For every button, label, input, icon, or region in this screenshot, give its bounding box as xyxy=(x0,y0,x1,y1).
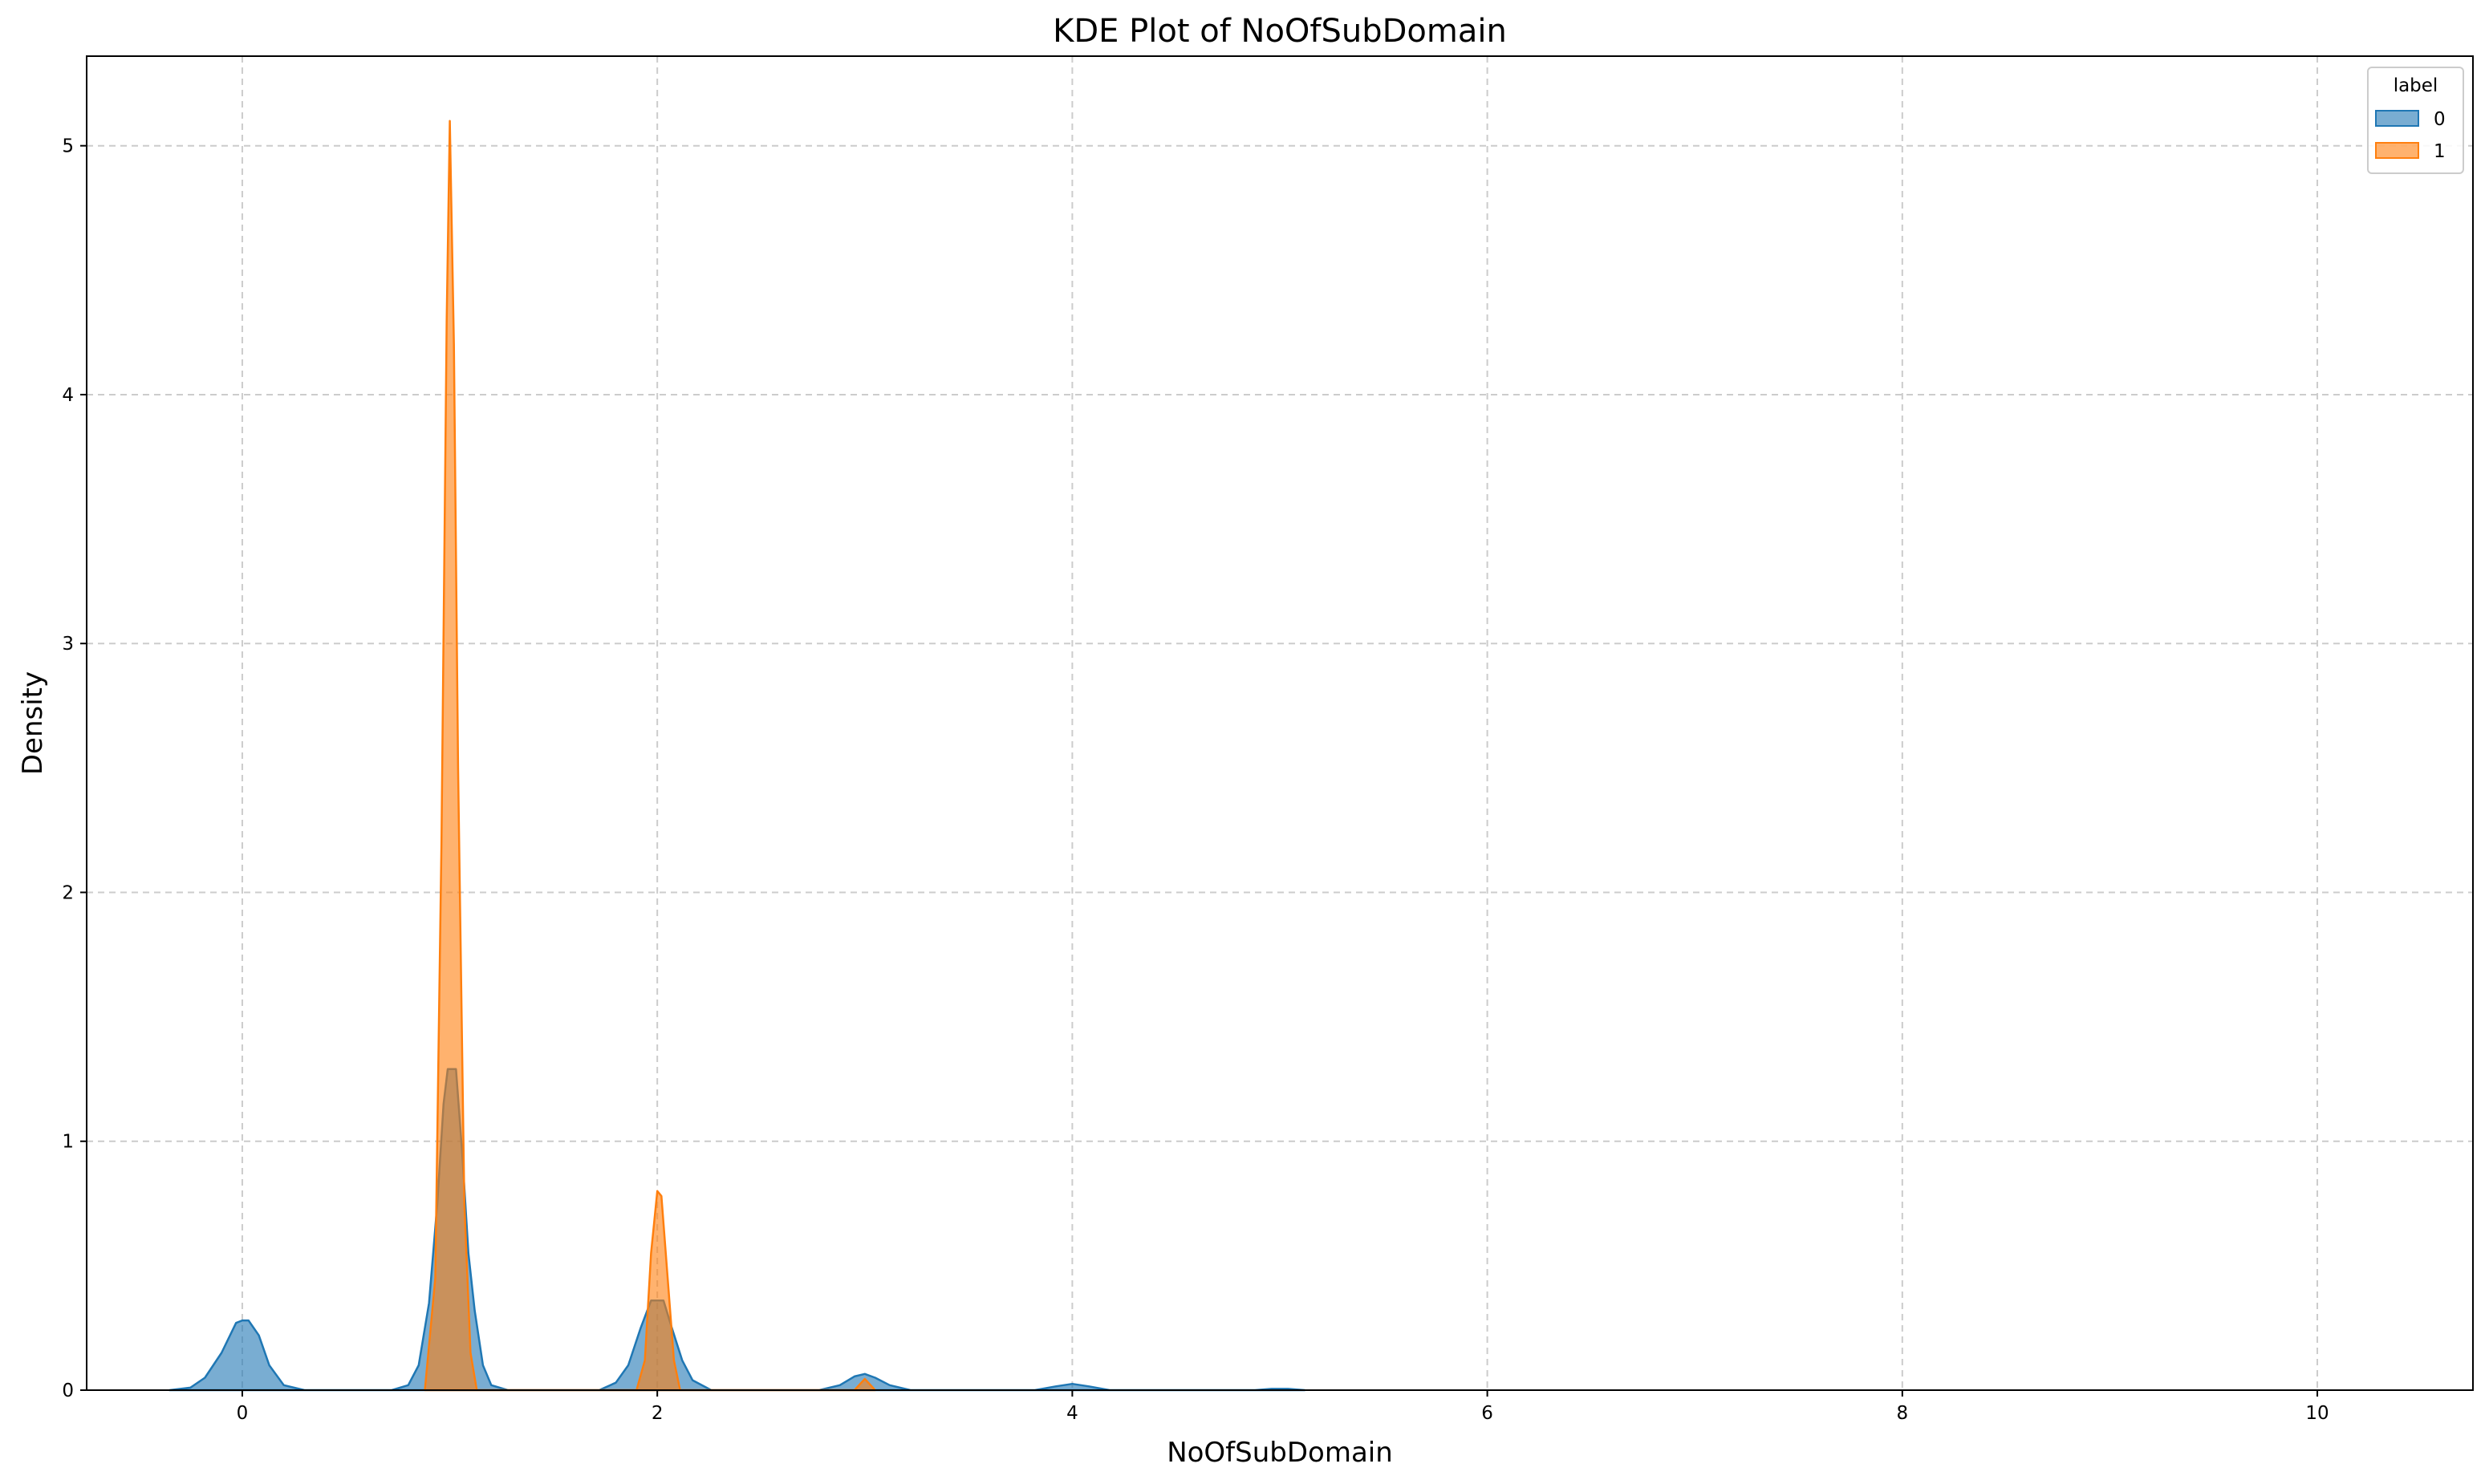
x-tick-label: 10 xyxy=(2305,1403,2329,1424)
y-tick-label: 2 xyxy=(62,882,74,903)
plot-frame xyxy=(86,55,2474,1391)
y-axis-label: Density xyxy=(17,671,49,775)
y-tick-label: 0 xyxy=(62,1381,74,1401)
x-tick-label: 2 xyxy=(652,1403,664,1424)
y-tick-label: 3 xyxy=(62,634,74,655)
chart-title: KDE Plot of NoOfSubDomain xyxy=(1053,13,1507,50)
axis-ticks: 0 2 4 6 8 10 0 1 2 3 4 5 xyxy=(62,136,2329,1424)
x-tick-label: 0 xyxy=(237,1403,249,1424)
density-area-label-0 xyxy=(169,1068,1306,1392)
x-tick-label: 4 xyxy=(1066,1403,1078,1424)
legend: label 0 1 xyxy=(2367,67,2464,174)
x-axis-label: NoOfSubDomain xyxy=(1167,1437,1393,1469)
legend-label-1: 1 xyxy=(2434,141,2446,162)
x-tick-label: 6 xyxy=(1481,1403,1493,1424)
density-areas xyxy=(169,120,1306,1392)
legend-label-0: 0 xyxy=(2434,109,2446,130)
x-tick-label: 8 xyxy=(1897,1403,1909,1424)
legend-title: label xyxy=(2394,75,2438,96)
density-area-label-1 xyxy=(424,120,876,1392)
y-tick-label: 5 xyxy=(62,136,74,157)
y-tick-label: 1 xyxy=(62,1132,74,1153)
y-tick-label: 4 xyxy=(62,385,74,406)
legend-swatch-1 xyxy=(2375,142,2419,159)
legend-swatch-0 xyxy=(2375,110,2419,127)
